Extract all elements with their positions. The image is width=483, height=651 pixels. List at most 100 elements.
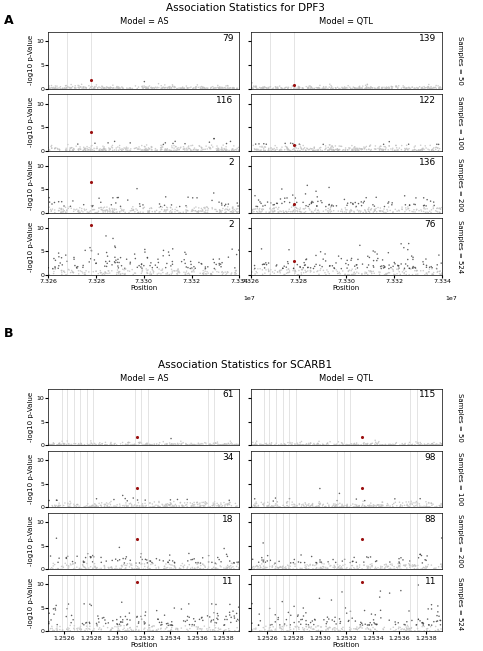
Point xyxy=(86,599,94,609)
Point xyxy=(172,624,180,635)
Point xyxy=(277,561,284,572)
Point xyxy=(364,439,371,450)
Point xyxy=(385,439,393,449)
Point xyxy=(116,83,124,93)
Point xyxy=(127,83,135,94)
Point xyxy=(405,606,413,616)
Point xyxy=(405,139,412,150)
Point xyxy=(361,144,369,154)
Point xyxy=(132,558,140,568)
Point xyxy=(196,439,204,449)
Point xyxy=(401,145,409,156)
Point xyxy=(57,439,64,450)
Point xyxy=(366,253,373,263)
Point xyxy=(366,500,374,510)
Point xyxy=(307,617,314,628)
Point xyxy=(219,439,227,450)
Point xyxy=(206,439,213,450)
Point xyxy=(195,206,203,216)
Point xyxy=(66,143,74,154)
Point xyxy=(221,499,229,510)
Point xyxy=(191,439,199,450)
Point xyxy=(320,439,327,450)
Point xyxy=(86,207,94,217)
Point xyxy=(195,439,202,449)
Point xyxy=(105,564,113,574)
Point xyxy=(70,267,77,277)
Point xyxy=(220,563,228,574)
Point xyxy=(176,268,184,278)
Point xyxy=(215,145,223,156)
Point xyxy=(139,83,146,93)
Point xyxy=(129,625,137,635)
Point xyxy=(417,140,425,150)
Point xyxy=(161,439,169,450)
Point xyxy=(358,83,366,93)
Point xyxy=(309,207,317,217)
Point xyxy=(253,81,260,92)
Point xyxy=(385,83,393,93)
Point xyxy=(286,564,294,574)
Point xyxy=(161,200,169,210)
Point xyxy=(75,439,83,450)
Point xyxy=(203,83,211,94)
Point xyxy=(106,256,114,266)
Point xyxy=(220,143,228,154)
Point xyxy=(257,206,265,217)
Point xyxy=(184,269,192,279)
Point xyxy=(101,440,109,450)
Point xyxy=(202,499,210,510)
Point xyxy=(87,501,95,512)
Point xyxy=(270,501,278,512)
Point xyxy=(170,561,178,571)
Point xyxy=(154,262,161,273)
Point xyxy=(62,145,70,155)
Point xyxy=(94,502,102,512)
Point xyxy=(112,554,120,564)
Point xyxy=(162,501,170,512)
Point xyxy=(107,83,114,93)
Point xyxy=(283,268,290,279)
Point xyxy=(89,439,97,449)
Point xyxy=(284,144,291,154)
Point xyxy=(217,206,225,216)
Point xyxy=(61,83,69,94)
Point xyxy=(438,439,445,450)
Point xyxy=(427,622,435,632)
Point xyxy=(377,206,384,216)
Point xyxy=(398,439,406,449)
Point xyxy=(401,561,409,572)
Point xyxy=(380,145,387,155)
Point xyxy=(375,267,383,277)
Point xyxy=(265,266,272,276)
Point xyxy=(374,562,382,573)
Point xyxy=(265,500,272,510)
Point xyxy=(406,499,414,510)
Point xyxy=(92,501,99,512)
Point xyxy=(60,439,68,449)
Point xyxy=(118,561,126,572)
Point xyxy=(307,82,315,92)
Point xyxy=(161,137,169,148)
Point xyxy=(115,257,123,268)
Point xyxy=(350,82,357,92)
Point xyxy=(183,624,191,635)
Point xyxy=(212,563,219,574)
Point xyxy=(90,551,98,562)
Point xyxy=(311,614,318,624)
Point xyxy=(369,502,377,512)
Point xyxy=(163,439,170,450)
Point xyxy=(164,268,171,278)
Point xyxy=(143,253,151,263)
Point xyxy=(106,83,114,94)
Point xyxy=(251,493,258,504)
Point xyxy=(271,558,279,568)
Point xyxy=(313,557,320,568)
Point xyxy=(289,206,297,217)
Point xyxy=(327,207,334,217)
Point xyxy=(104,499,112,509)
Point xyxy=(230,83,238,93)
Point xyxy=(187,502,195,512)
Point xyxy=(104,83,112,93)
Point xyxy=(438,202,446,213)
